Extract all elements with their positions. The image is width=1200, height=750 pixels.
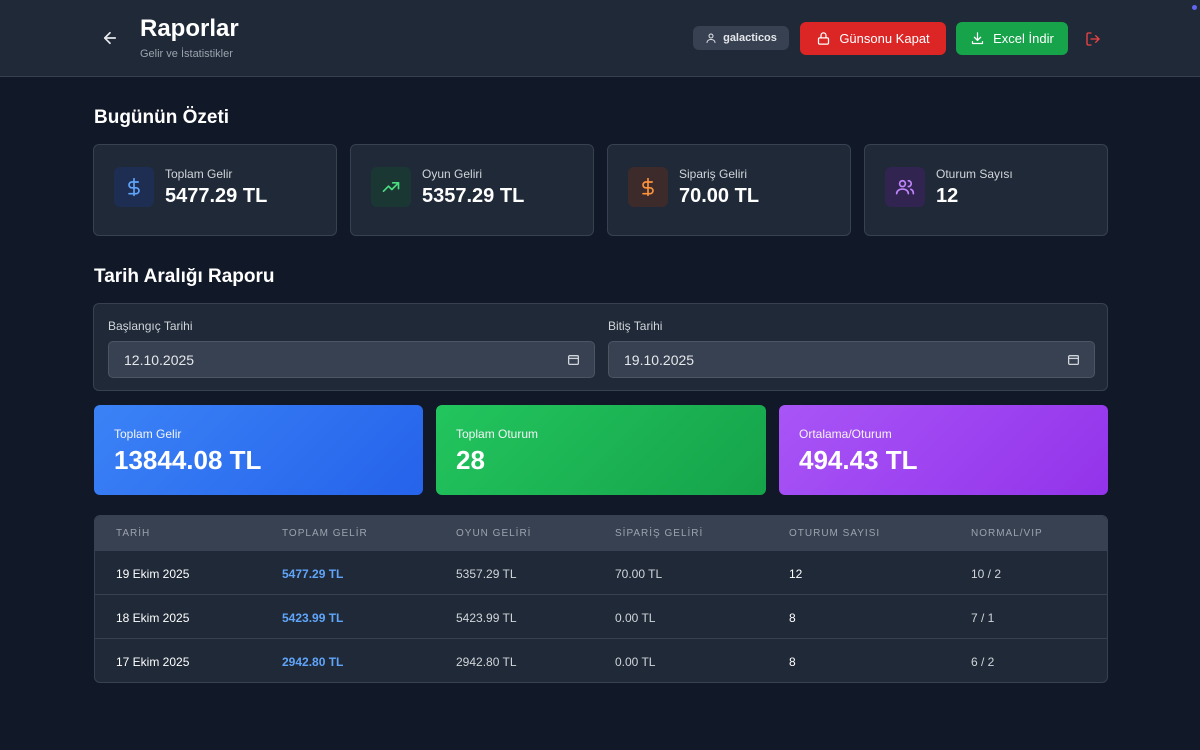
table-header: TARİH TOPLAM GELİR OYUN GELİRİ SİPARİŞ G…	[95, 516, 1107, 550]
excel-download-button[interactable]: Excel İndir	[956, 22, 1068, 55]
calendar-icon[interactable]	[1067, 353, 1080, 366]
close-day-label: Günsonu Kapat	[839, 31, 930, 46]
calendar-icon[interactable]	[567, 353, 580, 366]
summary-value: 494.43 TL	[799, 445, 918, 475]
summary-card-total-revenue: Toplam Gelir 13844.08 TL	[94, 405, 423, 495]
user-icon	[706, 33, 716, 43]
cell-game: 2942.80 TL	[456, 655, 517, 669]
column-header-order: SİPARİŞ GELİRİ	[615, 528, 704, 539]
stat-icon-box	[628, 167, 668, 207]
start-date-label: Başlangıç Tarihi	[108, 319, 193, 333]
summary-value: 28	[456, 445, 485, 475]
stat-label: Sipariş Geliri	[679, 167, 748, 181]
notification-dot	[1192, 5, 1197, 10]
stat-value: 5357.29 TL	[422, 185, 525, 207]
stat-icon-box	[371, 167, 411, 207]
stat-label: Toplam Gelir	[165, 167, 233, 181]
logout-button[interactable]	[1083, 29, 1103, 49]
column-header-sessions: OTURUM SAYISI	[789, 528, 881, 539]
table-row: 18 Ekim 2025 5423.99 TL 5423.99 TL 0.00 …	[95, 594, 1107, 638]
cell-game: 5423.99 TL	[456, 611, 517, 625]
dollar-icon	[128, 177, 140, 197]
today-section-title: Bugünün Özeti	[94, 107, 230, 128]
user-badge: galacticos	[693, 26, 789, 50]
cell-date: 19 Ekim 2025	[116, 567, 190, 581]
date-range-panel: Başlangıç Tarihi 12.10.2025 Bitiş Tarihi…	[93, 303, 1108, 391]
stat-card-game-revenue: Oyun Geliri 5357.29 TL	[350, 144, 594, 236]
cell-sessions: 8	[789, 611, 796, 625]
cell-game: 5357.29 TL	[456, 567, 517, 581]
excel-download-label: Excel İndir	[993, 31, 1054, 46]
column-header-normal-vip: NORMAL/VIP	[971, 528, 1043, 539]
column-header-game: OYUN GELİRİ	[456, 528, 532, 539]
cell-normal-vip: 10 / 2	[971, 567, 1002, 581]
page-title: Raporlar	[140, 15, 239, 42]
stat-card-total-revenue: Toplam Gelir 5477.29 TL	[93, 144, 337, 236]
download-icon	[972, 32, 984, 45]
cell-order: 0.00 TL	[615, 611, 656, 625]
table-row: 19 Ekim 2025 5477.29 TL 5357.29 TL 70.00…	[95, 550, 1107, 594]
start-date-input[interactable]: 12.10.2025	[108, 341, 595, 378]
summary-label: Ortalama/Oturum	[799, 427, 892, 441]
end-date-label: Bitiş Tarihi	[608, 319, 663, 333]
cell-normal-vip: 6 / 2	[971, 655, 995, 669]
summary-value: 13844.08 TL	[114, 445, 262, 475]
summary-card-total-sessions: Toplam Oturum 28	[436, 405, 766, 495]
cell-date: 17 Ekim 2025	[116, 655, 190, 669]
lock-icon	[818, 32, 830, 45]
stat-icon-box	[114, 167, 154, 207]
range-section-title: Tarih Aralığı Raporu	[94, 266, 275, 287]
stat-value: 70.00 TL	[679, 185, 760, 207]
close-day-button[interactable]: Günsonu Kapat	[800, 22, 946, 55]
stat-label: Oyun Geliri	[422, 167, 483, 181]
end-date-input[interactable]: 19.10.2025	[608, 341, 1095, 378]
summary-label: Toplam Oturum	[456, 427, 539, 441]
column-header-date: TARİH	[116, 528, 151, 539]
cell-total: 5477.29 TL	[282, 567, 344, 581]
end-date-value: 19.10.2025	[624, 351, 695, 368]
daily-report-table: TARİH TOPLAM GELİR OYUN GELİRİ SİPARİŞ G…	[94, 515, 1108, 683]
cell-total: 5423.99 TL	[282, 611, 344, 625]
users-icon	[895, 179, 915, 195]
start-date-value: 12.10.2025	[124, 351, 195, 368]
stat-icon-box	[885, 167, 925, 207]
cell-sessions: 8	[789, 655, 796, 669]
back-button[interactable]	[98, 26, 122, 50]
stat-label: Oturum Sayısı	[936, 167, 1013, 181]
table-row: 17 Ekim 2025 2942.80 TL 2942.80 TL 0.00 …	[95, 638, 1107, 682]
stat-card-session-count: Oturum Sayısı 12	[864, 144, 1108, 236]
stat-value: 12	[936, 185, 959, 207]
column-header-total: TOPLAM GELİR	[282, 528, 368, 539]
stat-value: 5477.29 TL	[165, 185, 268, 207]
logout-icon	[1086, 32, 1100, 46]
cell-sessions: 12	[789, 567, 803, 581]
summary-card-average-per-session: Ortalama/Oturum 494.43 TL	[779, 405, 1108, 495]
summary-label: Toplam Gelir	[114, 427, 182, 441]
cell-date: 18 Ekim 2025	[116, 611, 190, 625]
trending-up-icon	[382, 182, 400, 192]
page-subtitle: Gelir ve İstatistikler	[140, 48, 233, 60]
dollar-icon	[642, 177, 654, 197]
cell-order: 70.00 TL	[615, 567, 663, 581]
page-header: Raporlar Gelir ve İstatistikler galactic…	[0, 0, 1200, 77]
cell-order: 0.00 TL	[615, 655, 656, 669]
user-name: galacticos	[723, 32, 777, 44]
arrow-left-icon	[103, 31, 117, 45]
stat-card-order-revenue: Sipariş Geliri 70.00 TL	[607, 144, 851, 236]
cell-normal-vip: 7 / 1	[971, 611, 995, 625]
cell-total: 2942.80 TL	[282, 655, 344, 669]
